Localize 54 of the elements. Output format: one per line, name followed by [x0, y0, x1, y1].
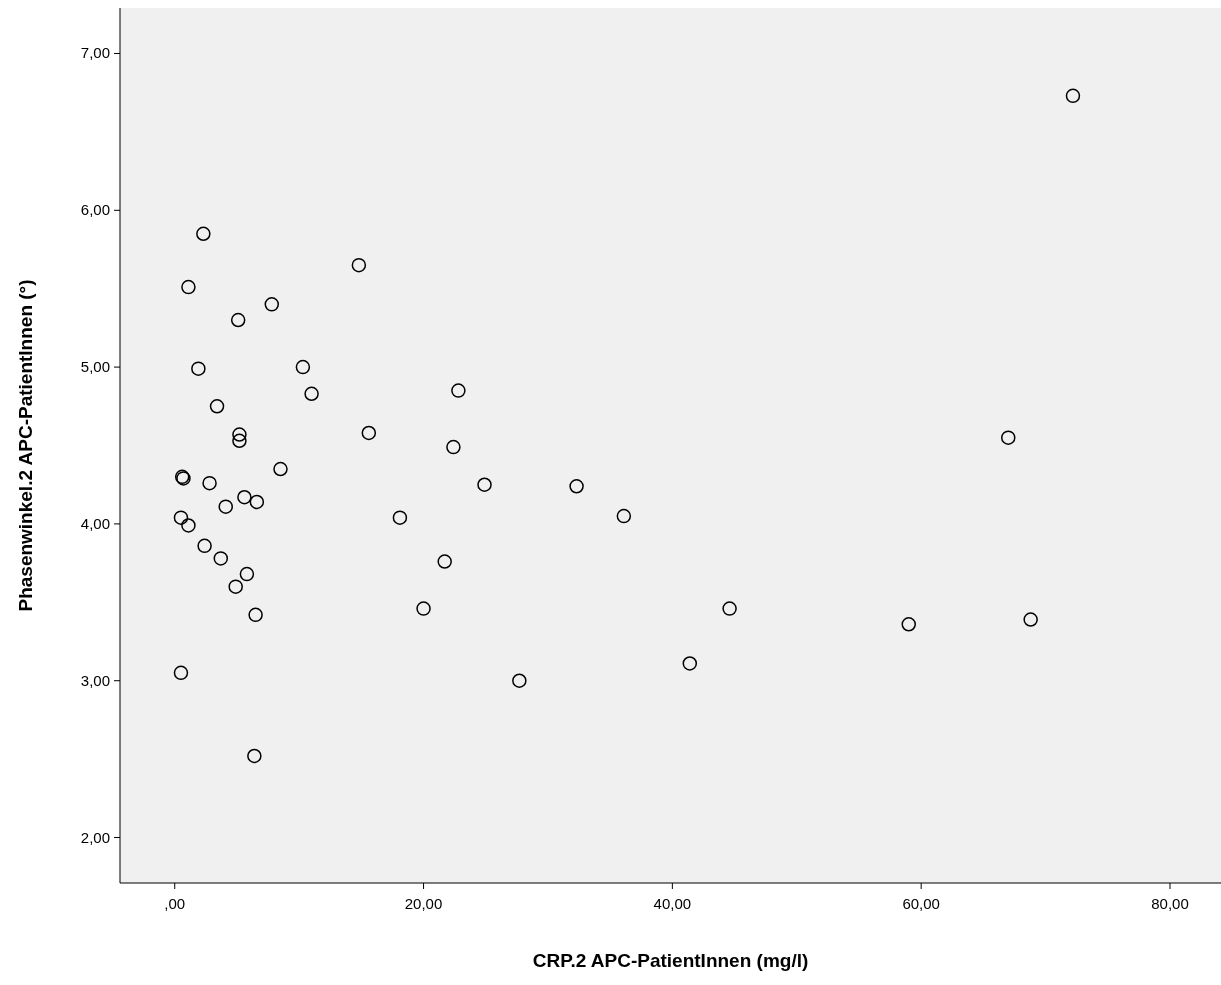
- point: [196, 226, 211, 242]
- point: [247, 748, 262, 764]
- point: [351, 257, 367, 273]
- point: [173, 510, 189, 525]
- point: [392, 510, 408, 525]
- y-tick-label: 2,00: [80, 828, 110, 846]
- point: [1023, 612, 1038, 627]
- point: [1065, 88, 1081, 104]
- point: [181, 518, 196, 533]
- y-tick-label: 5,00: [80, 358, 110, 376]
- point: [451, 383, 466, 398]
- point: [264, 297, 280, 312]
- y-tick-label: 3,00: [80, 671, 110, 689]
- point: [232, 433, 247, 449]
- y-axis-title: Phasenwinkel.2 APC-PatientInnen (°): [15, 279, 36, 612]
- point: [202, 475, 217, 491]
- point: [416, 601, 431, 616]
- point: [237, 490, 252, 505]
- point: [191, 361, 206, 376]
- y-tick-label: 4,00: [80, 514, 110, 532]
- point: [181, 279, 196, 295]
- point: [213, 551, 229, 566]
- point: [248, 607, 263, 623]
- point: [361, 425, 377, 441]
- point: [901, 617, 916, 632]
- x-tick-label: 80,00: [1151, 895, 1189, 912]
- point: [173, 665, 189, 681]
- point: [616, 508, 632, 524]
- point: [295, 359, 311, 375]
- point: [209, 399, 225, 414]
- point: [569, 479, 584, 494]
- x-tick-label: ,00: [164, 895, 186, 912]
- point: [239, 566, 255, 582]
- point: [228, 579, 243, 594]
- x-tick-label: 40,00: [653, 895, 692, 912]
- point: [249, 494, 265, 510]
- point: [218, 499, 233, 514]
- point: [197, 538, 212, 554]
- y-tick-label: 7,00: [80, 44, 110, 62]
- point: [304, 386, 319, 401]
- point: [232, 427, 247, 442]
- point: [273, 461, 288, 477]
- point: [722, 601, 737, 616]
- point: [230, 312, 246, 328]
- point: [1001, 430, 1016, 445]
- x-tick-label: 20,00: [404, 895, 443, 912]
- point: [446, 439, 461, 455]
- x-axis-title: CRP.2 APC-PatientInnen (mg/l): [532, 950, 809, 971]
- point: [477, 477, 492, 492]
- point: [512, 673, 527, 688]
- point: [437, 554, 452, 569]
- x-tick-label: 60,00: [902, 895, 940, 912]
- y-tick-label: 6,00: [80, 201, 110, 219]
- point: [682, 656, 698, 671]
